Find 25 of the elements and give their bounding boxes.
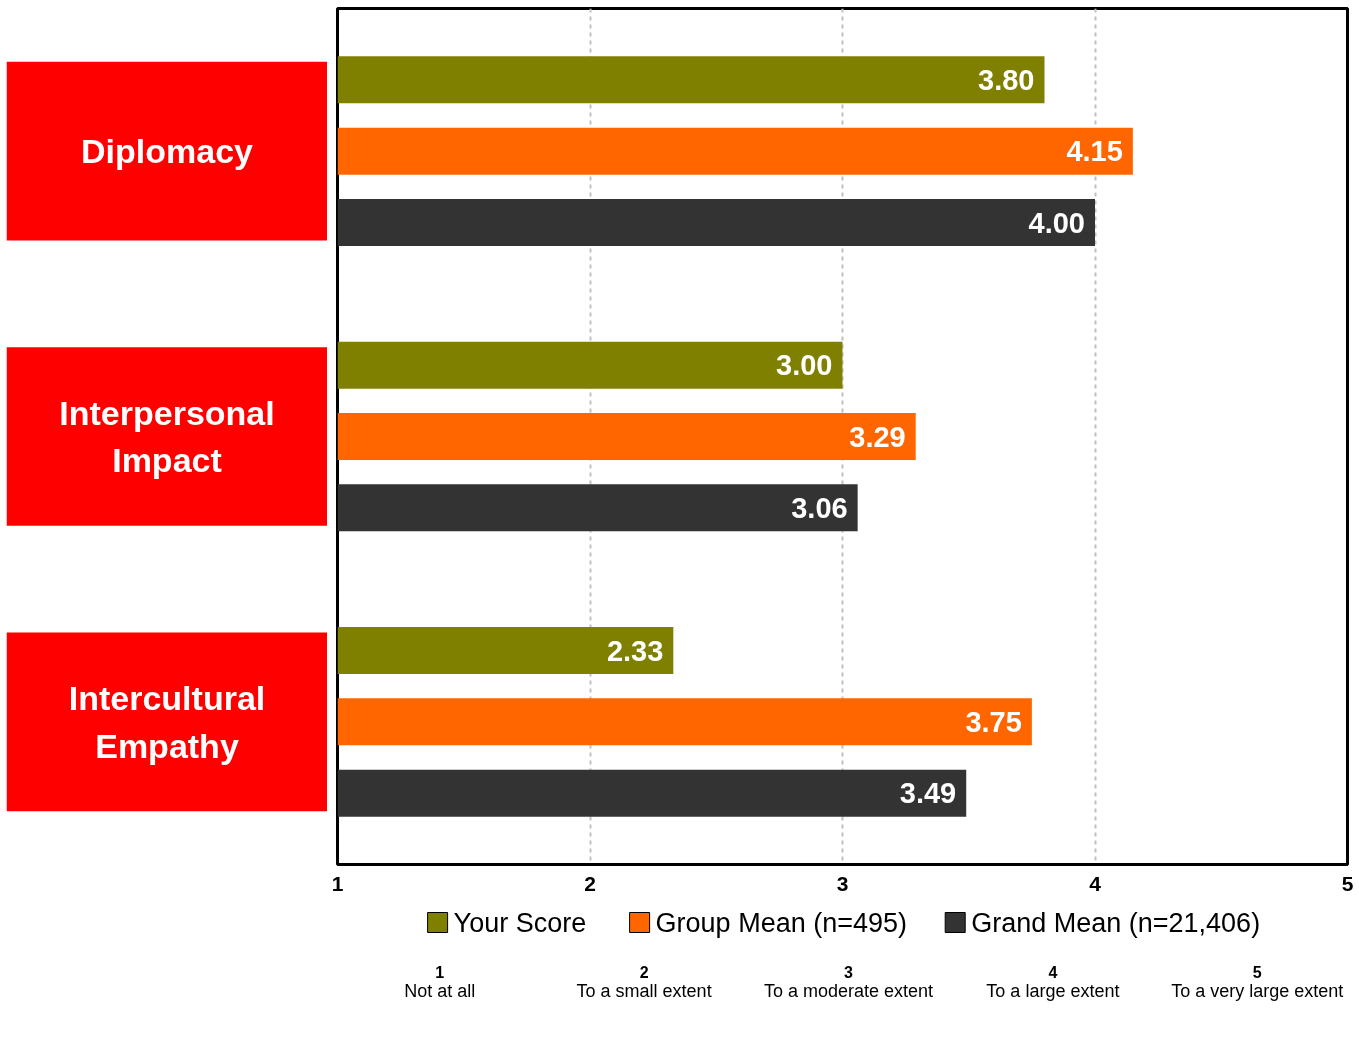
data-label: 2.33 xyxy=(606,634,664,667)
data-label: 4.00 xyxy=(1028,206,1086,239)
data-label: 4.15 xyxy=(1066,135,1123,168)
legend-label: Group Mean (n=495) xyxy=(655,907,908,938)
x-tick-label: 2 xyxy=(584,871,596,895)
data-label: 3.49 xyxy=(899,777,957,810)
text: 4 To a large extent xyxy=(986,963,1120,1001)
text: 3 To a moderate extent xyxy=(763,963,934,1001)
legend-label: Your Score xyxy=(453,907,587,938)
x-tick-label: 3 xyxy=(836,871,849,895)
data-label: 3.06 xyxy=(791,491,848,524)
x-tick-label: 5 xyxy=(1341,871,1354,895)
data-label: 3.29 xyxy=(849,420,906,453)
y-tick-label: Intercultural Empathy xyxy=(68,679,266,765)
y-tick-label: Interpersonal Impact xyxy=(59,393,275,480)
text: 1 Not at all xyxy=(404,963,476,1001)
text: 5 To a very large extent xyxy=(1171,963,1344,1001)
legend-label: Grand Mean (n=21,406) xyxy=(971,907,1261,938)
x-tick-label: 4 xyxy=(1089,871,1102,895)
data-label: 3.75 xyxy=(965,705,1022,738)
x-tick-label: 1 xyxy=(331,871,344,895)
text: 2 To a small extent xyxy=(576,963,712,1001)
y-tick-label: Diplomacy xyxy=(81,132,254,171)
data-label: 3.00 xyxy=(776,349,833,382)
data-label: 3.80 xyxy=(978,63,1035,96)
